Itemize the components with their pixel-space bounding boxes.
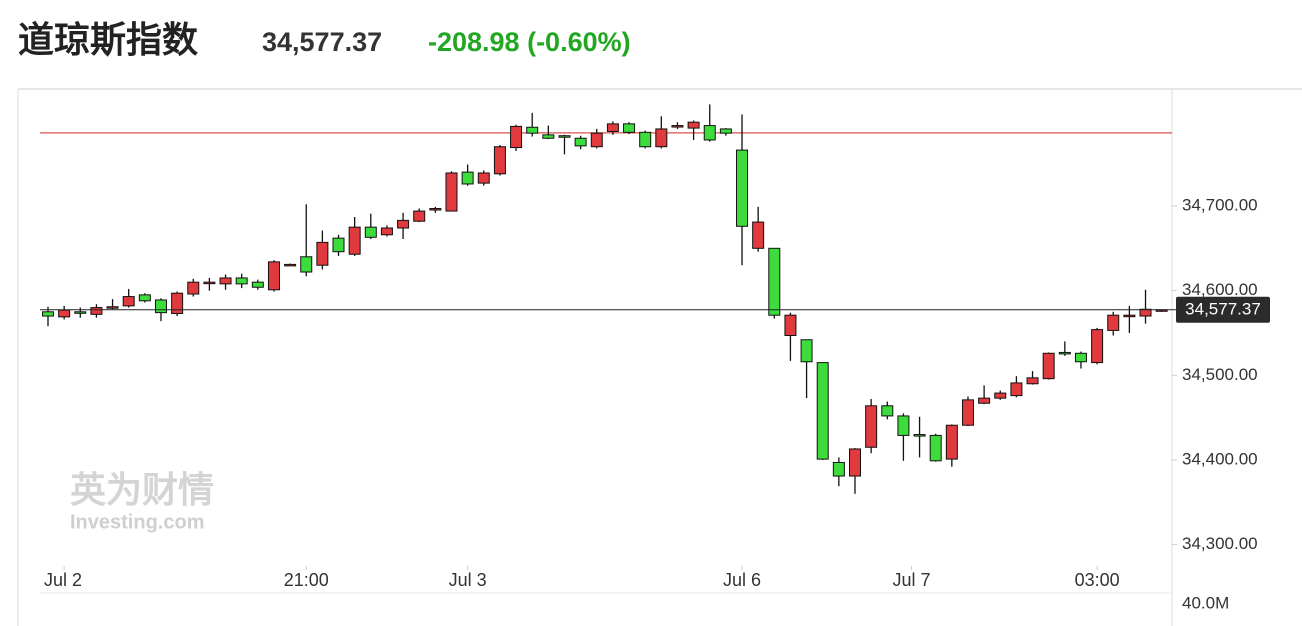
candle-body — [203, 281, 216, 285]
price-badge-label: 34,577.37 — [1185, 299, 1261, 318]
candle-body — [1107, 314, 1120, 331]
candle-body — [219, 277, 232, 285]
candle-body — [639, 131, 652, 148]
candle-body — [800, 339, 813, 363]
candle-body — [978, 397, 991, 404]
price: 34,577.37 — [262, 27, 382, 57]
candle-body — [187, 281, 200, 295]
y-tick-label: 34,500.00 — [1182, 365, 1258, 384]
candle-body — [106, 306, 119, 309]
candle-body — [493, 146, 506, 175]
candle-body — [736, 149, 749, 227]
candle-body — [171, 292, 184, 314]
candle-body — [284, 263, 297, 267]
candle-body — [316, 241, 329, 266]
y-tick-label: 34,600.00 — [1182, 280, 1258, 299]
candle-body — [574, 137, 587, 147]
volume-tick-label: 40.0M — [1182, 593, 1229, 612]
candle-body — [913, 434, 926, 437]
candle-body — [832, 461, 845, 477]
candle-body — [865, 405, 878, 448]
x-tick-label: Jul 6 — [723, 570, 761, 590]
x-tick-label: Jul 7 — [892, 570, 930, 590]
x-tick-label: Jul 2 — [44, 570, 82, 590]
chart-title: 道琼斯指数 — [18, 20, 198, 61]
candle-body — [380, 227, 393, 236]
y-tick-label: 34,400.00 — [1182, 449, 1258, 468]
candle-body — [816, 362, 829, 460]
candle-body — [1042, 352, 1055, 380]
candle-body — [1123, 314, 1136, 318]
candle-body — [542, 134, 555, 139]
candle-body — [590, 132, 603, 148]
candle-body — [768, 247, 781, 316]
candle-body — [1010, 382, 1023, 397]
candle-body — [945, 424, 958, 460]
candle-body — [849, 448, 861, 477]
candle-body — [687, 121, 700, 129]
candle-body — [655, 128, 668, 148]
change: -208.98 (-0.60%) — [428, 27, 631, 57]
y-tick-label: 34,300.00 — [1182, 534, 1258, 553]
candle-body — [510, 125, 523, 149]
candle-body — [397, 219, 410, 229]
price-badge — [1176, 296, 1270, 323]
candle-body — [1058, 351, 1071, 355]
candle-body — [881, 405, 894, 417]
candle-body — [138, 294, 151, 302]
candle-body — [348, 226, 361, 255]
candle-body — [477, 172, 490, 184]
candle-body — [1091, 329, 1104, 364]
candle-body — [1139, 308, 1152, 317]
candle-body — [429, 208, 442, 211]
candle-body — [364, 226, 377, 238]
y-tick-label: 34,700.00 — [1182, 195, 1258, 214]
candle-body — [752, 221, 765, 249]
candle-body — [461, 171, 474, 185]
candle-body — [235, 277, 248, 285]
candle-body — [251, 281, 264, 288]
candle-body — [606, 123, 619, 132]
candle-body — [74, 311, 87, 314]
candle-body — [623, 123, 636, 133]
candle-body — [332, 237, 345, 253]
candle-body — [671, 125, 684, 128]
candle-body — [929, 434, 942, 462]
watermark: Investing.com — [70, 511, 204, 533]
candle-body — [122, 296, 135, 307]
candle-body — [300, 256, 313, 273]
candle-body — [703, 125, 716, 141]
candle-body — [994, 392, 1007, 399]
candle-body — [445, 172, 458, 212]
watermark: 英为财情 — [70, 470, 214, 511]
candle-body — [526, 126, 539, 134]
candle-body — [719, 128, 732, 134]
candle-body — [58, 309, 71, 318]
candle-body — [784, 314, 797, 337]
candle-body — [961, 399, 974, 426]
candle-body — [90, 307, 103, 315]
candle-body — [413, 210, 426, 222]
x-tick-label: Jul 3 — [449, 570, 487, 590]
x-tick-label: 21:00 — [284, 570, 329, 590]
x-tick-label: 03:00 — [1075, 570, 1120, 590]
candle-body — [558, 135, 571, 138]
candle-body — [42, 311, 54, 317]
candle-body — [897, 415, 910, 436]
candle-body — [267, 261, 280, 291]
candle-body — [1074, 352, 1087, 363]
candle-body — [154, 299, 167, 314]
candle-body — [1026, 377, 1039, 385]
